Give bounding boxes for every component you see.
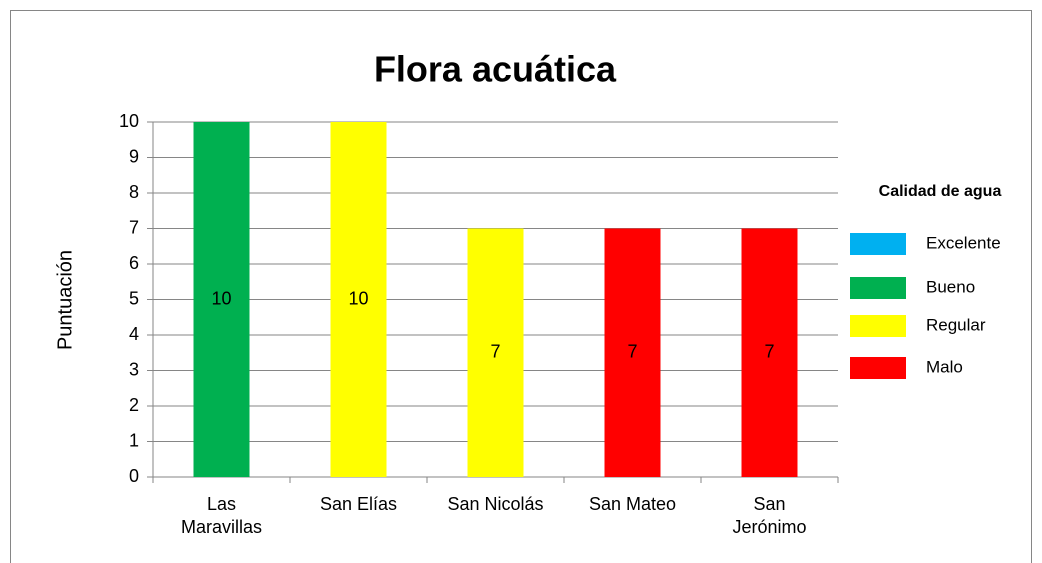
y-tick-label: 5 [129,288,139,308]
bar [467,228,524,477]
data-label: 7 [764,342,774,362]
data-label: 10 [348,288,368,308]
chart-title: Flora acuática [374,49,617,90]
data-label: 7 [490,342,500,362]
bar [741,228,798,477]
bar [330,122,387,477]
y-tick-label: 4 [129,324,139,344]
legend-swatch [850,233,906,255]
y-axis-label: Puntuación [54,250,76,350]
bar [193,122,250,477]
y-tick-label: 10 [119,111,139,131]
legend-title: Calidad de agua [879,183,1002,200]
y-tick-label: 9 [129,146,139,166]
y-tick-label: 8 [129,182,139,202]
y-tick-label: 6 [129,253,139,273]
x-tick-label: San Jerónimo [732,494,807,537]
y-tick-label: 2 [129,395,139,415]
chart-border [10,10,1032,563]
y-tick-label: 3 [129,359,139,379]
y-tick-label: 0 [129,466,139,486]
bar [604,228,661,477]
legend-label: Bueno [926,277,975,296]
legend-label: Regular [926,315,986,334]
x-tick-label: Las Maravillas [180,494,263,537]
x-tick-label: San Nicolás [447,494,544,514]
legend-label: Excelente [926,233,1001,252]
legend-swatch [850,277,906,299]
legend-label: Malo [926,357,963,376]
y-tick-label: 7 [129,217,139,237]
data-label: 7 [627,342,637,362]
legend-swatch [850,315,906,337]
legend-swatch [850,357,906,379]
y-tick-label: 1 [129,430,139,450]
data-label: 10 [211,288,231,308]
x-tick-label: San Elías [319,494,398,514]
x-tick-label: San Mateo [588,494,677,514]
